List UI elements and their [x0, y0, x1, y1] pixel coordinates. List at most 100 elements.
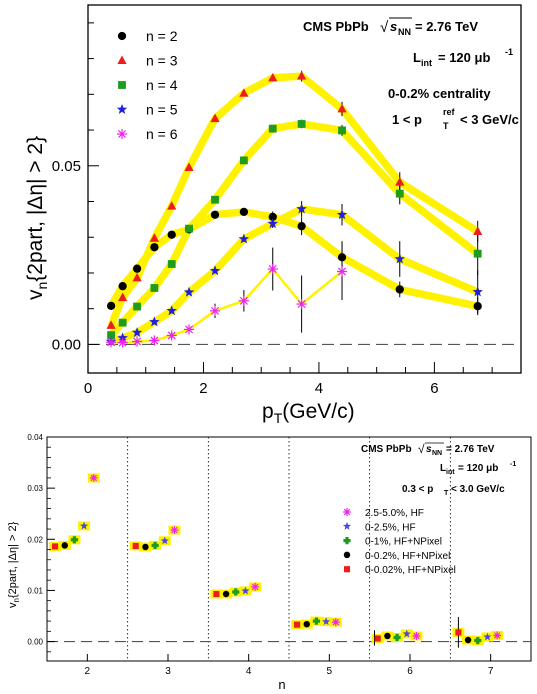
bottom-legend: 2.5-5.0%, HF 0-2.5%, HF 0-1%, HF+NPixel 0-0… — [342, 508, 456, 576]
top-point-n6 — [183, 324, 195, 335]
top-point-n5 — [183, 286, 195, 297]
top-annotation-sqrt-sign: √ — [380, 19, 389, 36]
top-point-n4 — [211, 195, 219, 204]
bottom-y-tick-label: 0.02 — [27, 535, 43, 544]
top-legend: n = 2 n = 3 n = 4 n = 5 n = 6 — [116, 28, 178, 142]
bottom-annotation-lumi-sub: int — [446, 469, 455, 476]
top-point-n4 — [338, 126, 346, 135]
top-axis-ticks: 0 2 4 6 0.00 0.05 — [52, 22, 493, 397]
top-x-tick-label: 2 — [199, 380, 207, 397]
top-point-n4 — [239, 156, 248, 165]
bottom-y-tick-label: 0.00 — [27, 638, 43, 647]
bottom-legend-marker — [343, 551, 351, 559]
top-annotation-pt-prefix: 1 < p — [392, 112, 422, 127]
bottom-point-series-5 — [132, 542, 139, 549]
top-point-n5 — [166, 305, 177, 316]
top-point-n5 — [336, 209, 348, 220]
top-x-tick-label: 4 — [315, 380, 323, 397]
top-point-n4 — [297, 120, 306, 128]
bottom-point-series-1 — [331, 618, 340, 627]
top-point-n2 — [150, 243, 159, 252]
top-legend-label: n = 6 — [146, 126, 178, 142]
top-point-n3 — [149, 233, 159, 242]
bottom-point-series-2 — [402, 629, 411, 638]
top-point-n4 — [395, 189, 404, 198]
top-point-n4 — [473, 249, 482, 258]
bottom-annotation-pt-suffix: < 3.0 GeV/c — [451, 484, 505, 495]
top-point-n2 — [118, 282, 127, 291]
top-point-n5 — [117, 332, 128, 343]
top-point-n4 — [167, 260, 176, 268]
top-legend-marker — [116, 128, 128, 140]
bottom-point-series-1 — [170, 526, 179, 535]
top-point-n6 — [132, 336, 143, 347]
bottom-x-tick-label: 4 — [246, 666, 252, 677]
bottom-point-series-2 — [80, 521, 89, 530]
bottom-point-series-1 — [493, 631, 502, 640]
top-point-n2 — [106, 301, 116, 310]
bottom-annotation-energy: = 2.76 TeV — [446, 444, 495, 455]
top-legend-marker — [117, 31, 127, 41]
bottom-point-series-1 — [251, 582, 260, 591]
top-annotation-pt-suffix: < 3 GeV/c — [460, 112, 519, 127]
bottom-x-tick-label: 5 — [327, 666, 333, 677]
bottom-point-series-2 — [160, 536, 169, 545]
bottom-point-series-1 — [89, 473, 98, 482]
top-point-n6 — [149, 335, 160, 346]
top-point-n5 — [267, 218, 278, 229]
bottom-annotation-lumi-sup: -1 — [510, 461, 516, 468]
top-plot-frame — [87, 4, 522, 374]
top-point-n6 — [166, 330, 177, 341]
bottom-annotation-sqrt-s: s — [426, 444, 432, 455]
top-legend-marker — [117, 55, 127, 64]
bottom-point-series-2 — [322, 617, 331, 626]
top-point-n6 — [296, 298, 307, 310]
top-legend-marker — [118, 81, 126, 89]
bottom-legend-marker — [343, 508, 351, 516]
top-annotation-sqrt-s: s — [390, 19, 397, 34]
bottom-point-series-4 — [464, 636, 472, 644]
bottom-annotation-sqrt-sign: √ — [418, 442, 425, 456]
top-point-n2 — [167, 230, 176, 239]
bottom-legend-label: 0-2.5%, HF — [365, 522, 416, 533]
top-point-n3 — [106, 320, 116, 329]
top-point-n6 — [238, 295, 249, 306]
top-annotation-sqrt-nn: NN — [398, 27, 411, 37]
top-y-axis-title: vn{2part, |Δη| > 2} — [24, 136, 50, 300]
top-y-axis-title-text: vn{2part, |Δη| > 2} — [24, 136, 50, 300]
top-legend-marker — [116, 104, 128, 114]
bottom-y-tick-label: 0.03 — [27, 484, 43, 493]
top-y-tick-label: 0.05 — [52, 158, 81, 175]
top-point-n5 — [209, 265, 221, 276]
bottom-axis-ticks: 2 3 4 5 6 7 0.00 0.01 0.02 0.03 0.04 — [27, 433, 493, 677]
top-point-n3 — [239, 88, 249, 97]
top-legend-label: n = 2 — [146, 28, 178, 44]
bottom-legend-marker — [343, 566, 351, 573]
top-point-n2 — [297, 222, 306, 231]
top-point-n6 — [117, 337, 128, 348]
bottom-y-tick-label: 0.01 — [27, 586, 43, 595]
top-point-n6 — [267, 263, 278, 275]
top-point-n4 — [268, 124, 277, 133]
top-data-markers — [105, 71, 483, 348]
top-point-n2 — [473, 302, 482, 311]
top-point-n5 — [472, 286, 483, 297]
bottom-point-series-3 — [393, 633, 401, 642]
top-point-n4 — [185, 224, 193, 233]
top-point-n5 — [149, 316, 160, 327]
top-x-tick-label: 0 — [84, 380, 92, 397]
bottom-legend-label: 0-1%, HF+NPixel — [365, 537, 442, 548]
top-annotation-lumi-value: = 120 μb — [438, 50, 490, 65]
top-point-n4 — [133, 302, 141, 311]
bottom-annotation-experiment: CMS PbPb — [361, 444, 412, 455]
top-annotation-pt-sup: ref — [443, 107, 456, 117]
bottom-y-axis-title: vn{2part, |Δη| > 2} — [7, 521, 21, 608]
bottom-annotation-lumi-value: = 120 μb — [458, 463, 498, 474]
top-point-n2 — [337, 253, 347, 262]
bottom-annotation-lumi-l: L — [440, 463, 446, 474]
bottom-point-series-4 — [384, 632, 391, 640]
top-annotation-experiment: CMS PbPb — [303, 19, 369, 34]
top-point-n3 — [297, 71, 307, 80]
top-legend-label: n = 5 — [146, 102, 178, 118]
